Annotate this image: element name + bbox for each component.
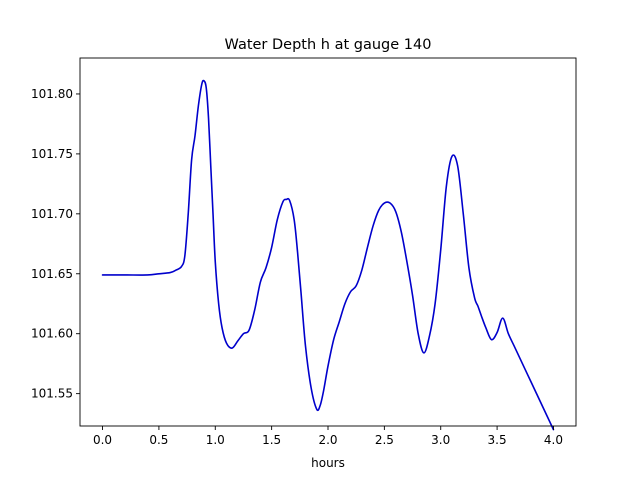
y-tick-label: 101.65 (31, 267, 73, 281)
x-tick-label: 2.5 (375, 433, 394, 447)
y-tick-label: 101.70 (31, 207, 73, 221)
y-tick-label: 101.55 (31, 387, 73, 401)
x-tick-label: 3.0 (431, 433, 450, 447)
x-tick-label: 0.5 (149, 433, 168, 447)
x-tick-label: 1.0 (206, 433, 225, 447)
x-tick-label: 0.0 (93, 433, 112, 447)
chart-title: Water Depth h at gauge 140 (225, 37, 432, 53)
x-tick-label: 3.5 (488, 433, 507, 447)
y-tick-label: 101.60 (31, 327, 73, 341)
x-tick-label: 4.0 (544, 433, 563, 447)
x-tick-label: 2.0 (318, 433, 337, 447)
x-tick-label: 1.5 (262, 433, 281, 447)
y-tick-label: 101.75 (31, 147, 73, 161)
x-axis-label: hours (311, 456, 345, 470)
y-axis: 101.55 101.60 101.65 101.70 101.75 101.80 (31, 87, 80, 401)
x-axis: 0.0 0.5 1.0 1.5 2.0 2.5 3.0 3.5 4.0 (93, 426, 563, 447)
series-line (101, 79, 555, 431)
y-tick-label: 101.80 (31, 87, 73, 101)
